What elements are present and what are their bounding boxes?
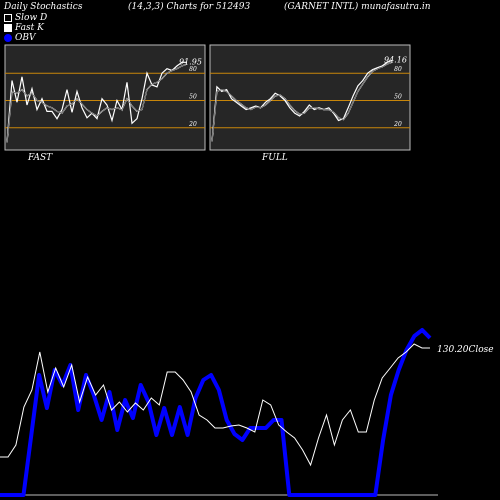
full-panel-label: FULL <box>262 153 288 163</box>
full-tick-80: 80 <box>394 66 402 73</box>
close-line <box>0 343 430 467</box>
legend-obv: OBV <box>4 33 36 43</box>
legend-label-obv: OBV <box>15 33 36 43</box>
legend-swatch-obv <box>4 34 12 42</box>
fast-last-value-label: 91.95 <box>179 57 202 66</box>
full-slow-d-inner-line <box>211 62 393 142</box>
full-tick-50: 50 <box>394 94 402 101</box>
full-tick-20: 20 <box>393 121 402 128</box>
chart-title-right: (GARNET INTL) munafasutra.in <box>284 2 431 12</box>
fast-fast-k-line <box>6 61 187 143</box>
fast-slow-d-inner-line <box>6 63 188 143</box>
legend-label-slow-d: Slow D <box>15 13 48 23</box>
legend-swatch-fast-k <box>4 24 12 32</box>
fast-tick-80: 80 <box>189 66 197 73</box>
chart-title-left: Daily Stochastics <box>4 2 83 12</box>
legend-fast-k: Fast K <box>4 23 44 33</box>
legend-label-fast-k: Fast K <box>15 23 44 33</box>
legend-swatch-slow-d <box>4 14 12 22</box>
full-last-value-label: 94.16 <box>384 55 407 64</box>
fast-panel-label: FAST <box>28 153 53 163</box>
fast-tick-20: 20 <box>188 121 197 128</box>
fast-tick-50: 50 <box>189 94 197 101</box>
legend-slow-d: Slow D <box>4 13 47 23</box>
chart-title-center: (14,3,3) Charts for 512493 <box>128 2 251 12</box>
close-value-label: 130.20Close <box>437 345 494 355</box>
full-panel-frame <box>209 44 411 151</box>
fast-panel-frame <box>4 44 206 151</box>
obv-line <box>0 328 432 497</box>
